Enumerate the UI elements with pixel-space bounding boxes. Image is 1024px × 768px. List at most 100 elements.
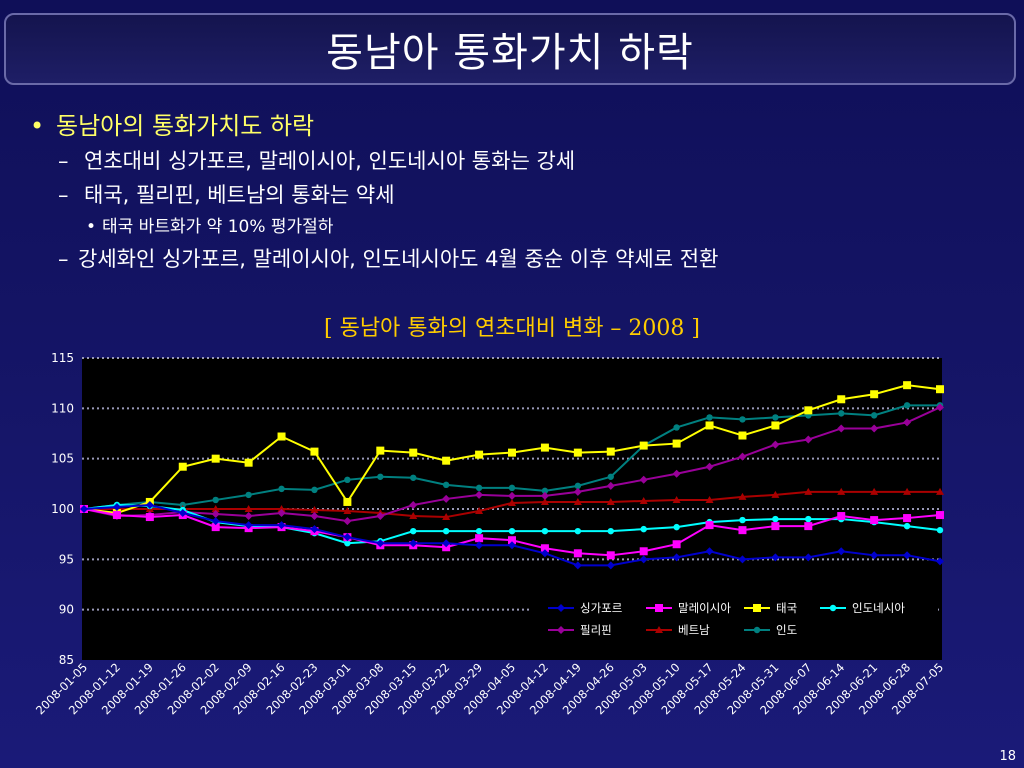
data-point (837, 424, 846, 433)
data-point (277, 521, 286, 530)
data-point (541, 527, 549, 535)
data-point (178, 509, 187, 518)
data-point (705, 421, 714, 430)
data-point (475, 450, 484, 459)
data-point (936, 526, 944, 534)
data-point (837, 547, 846, 556)
legend-label: 베트남 (678, 623, 710, 637)
data-point (837, 487, 846, 495)
dash-marker: – (58, 183, 69, 207)
data-point (606, 497, 615, 505)
data-point (838, 410, 845, 417)
data-point (112, 502, 121, 511)
data-point (211, 523, 220, 532)
legend-marker (753, 626, 761, 634)
data-point (739, 516, 746, 524)
chart-caption: [ 동남아 통화의 연초대비 변화 – 2008 ] (324, 316, 700, 341)
data-point (903, 487, 912, 495)
data-point (640, 525, 647, 533)
legend-marker (655, 604, 663, 612)
data-point (739, 416, 746, 423)
legend-marker (753, 604, 761, 612)
data-point (837, 395, 846, 404)
data-point (606, 481, 615, 490)
legend-label: 인도 (776, 623, 797, 637)
bullet-level3: • 태국 바트화가 약 10% 평가절하 (30, 212, 1000, 242)
data-point (376, 539, 385, 548)
data-point (573, 497, 582, 505)
data-point (738, 452, 747, 461)
data-point (573, 448, 582, 457)
data-point (936, 557, 944, 566)
data-point (870, 487, 879, 495)
data-point (607, 527, 614, 535)
data-point (771, 421, 780, 430)
data-point (475, 490, 484, 499)
data-point (475, 484, 483, 492)
bullet-text: 태국 바트화가 약 10% 평가절하 (102, 217, 334, 237)
data-point (870, 412, 878, 419)
data-point (573, 487, 582, 496)
data-point (607, 473, 614, 480)
data-point (606, 551, 615, 560)
data-point (343, 497, 352, 506)
data-point (508, 527, 516, 535)
data-point (442, 456, 451, 465)
data-point (936, 385, 944, 394)
data-point (606, 561, 615, 570)
data-point (410, 527, 417, 535)
data-point (804, 553, 813, 562)
data-point (442, 494, 451, 503)
legend-label: 인도네시아 (852, 601, 905, 615)
data-point (409, 448, 418, 457)
data-point (475, 527, 483, 535)
data-point (804, 406, 813, 415)
data-point (771, 522, 780, 531)
y-tick-label: 100 (51, 502, 74, 516)
data-point (277, 509, 286, 518)
data-point (573, 549, 582, 558)
data-point (540, 491, 549, 500)
data-point (738, 555, 747, 564)
data-point (903, 381, 912, 390)
data-point (705, 462, 714, 471)
data-point (508, 448, 516, 457)
data-point (245, 491, 252, 499)
y-tick-label: 90 (59, 603, 74, 617)
data-point (541, 487, 549, 495)
data-point (343, 533, 352, 542)
data-point (639, 555, 648, 564)
bullet-level2: – 연초대비 싱가포르, 말레이시아, 인도네시아 통화는 강세 (30, 144, 1000, 178)
data-point (277, 505, 286, 512)
y-tick-label: 85 (59, 653, 74, 667)
data-point (376, 512, 385, 521)
data-point (540, 544, 549, 553)
data-point (804, 487, 813, 495)
data-point (903, 514, 912, 523)
legend-label: 태국 (776, 601, 797, 615)
data-point (442, 513, 451, 521)
data-point (606, 447, 615, 456)
data-point (508, 498, 516, 506)
data-point (145, 513, 154, 522)
data-point (903, 551, 912, 560)
data-point (936, 487, 944, 495)
data-point (540, 549, 549, 558)
legend-label: 싱가포르 (580, 601, 622, 615)
bullet-text: 연초대비 싱가포르, 말레이시아, 인도네시아 통화는 강세 (84, 149, 576, 173)
data-point (574, 527, 582, 535)
data-point (903, 418, 912, 427)
bullet-level2: – 태국, 필리핀, 베트남의 통화는 약세 (30, 178, 1000, 212)
data-point (508, 484, 516, 492)
data-point (277, 432, 286, 441)
data-point (738, 431, 747, 440)
data-point (870, 390, 879, 399)
data-point (672, 469, 681, 478)
slide-title: 동남아 통화가치 하락 (326, 30, 694, 76)
y-tick-label: 95 (59, 552, 74, 566)
data-point (178, 462, 187, 471)
data-point (639, 475, 648, 484)
legend-marker (557, 626, 565, 634)
line-chart: 8590951001051101152008-01-052008-01-1220… (33, 351, 946, 717)
data-point (705, 495, 714, 503)
